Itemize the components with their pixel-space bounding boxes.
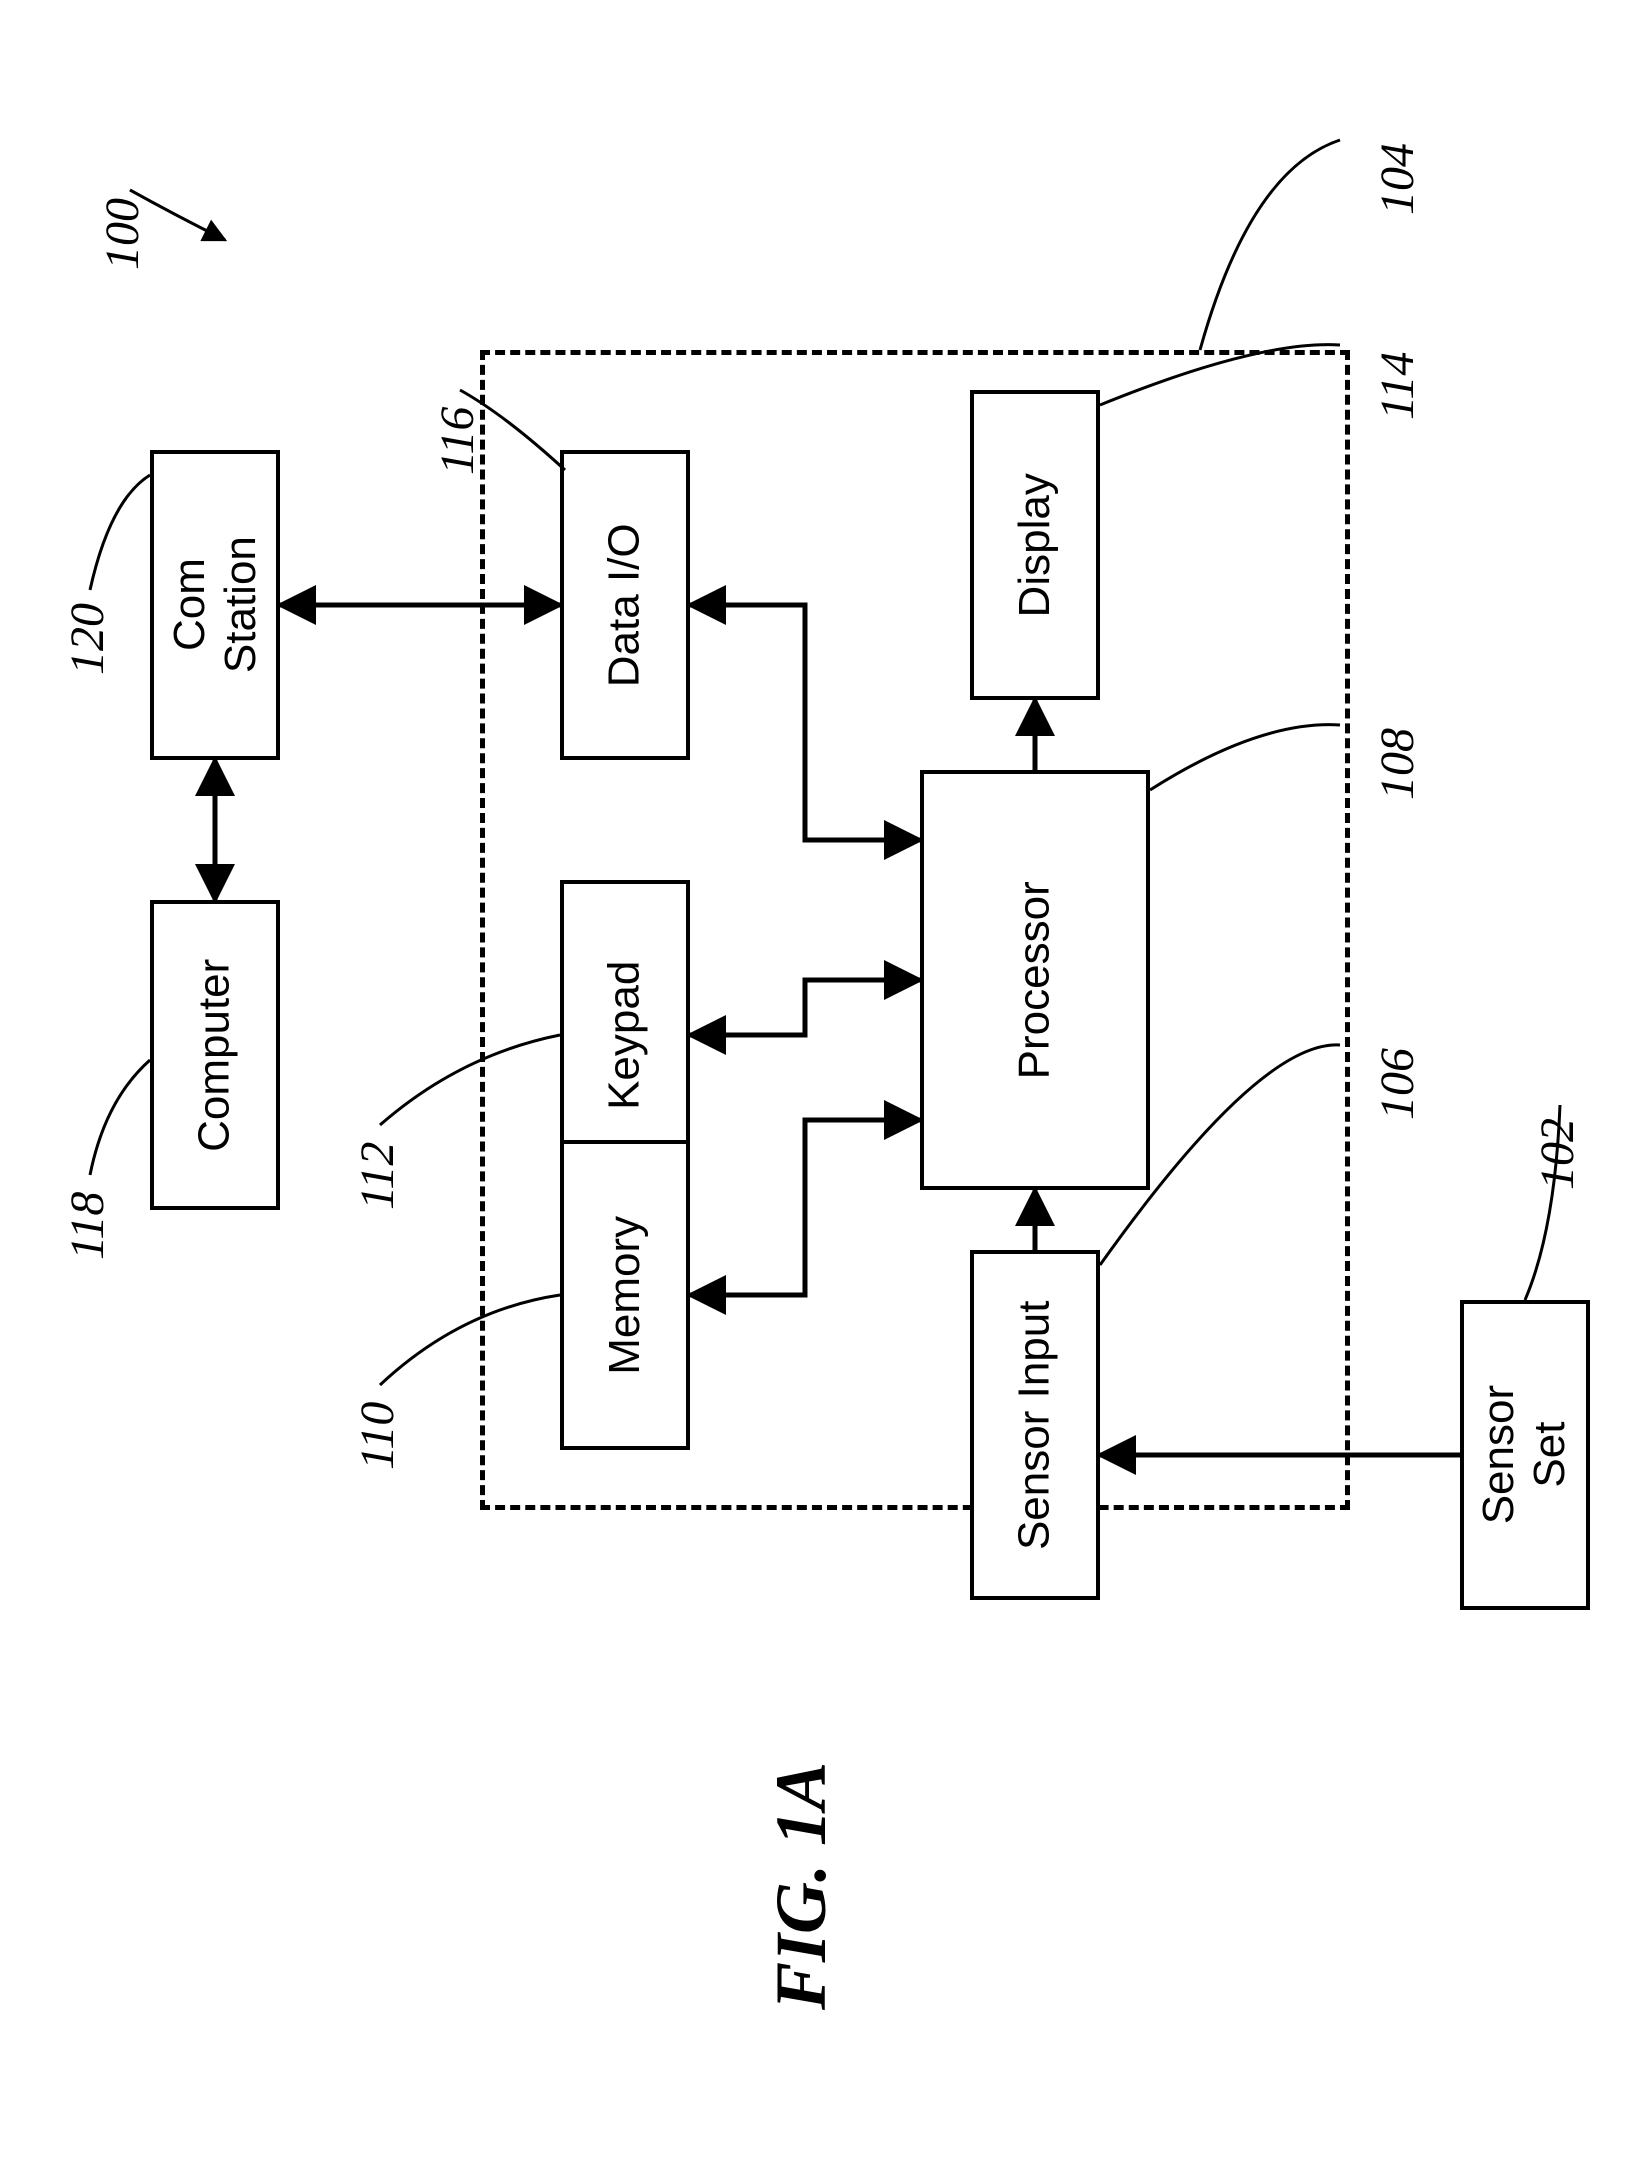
processor-label: Processor	[1010, 881, 1061, 1079]
data-io-box: Data I/O	[560, 450, 690, 760]
ref-118: 118	[60, 1192, 115, 1260]
keypad-label: Keypad	[600, 960, 651, 1109]
ref-120: 120	[60, 603, 115, 675]
sensor-input-box: Sensor Input	[970, 1250, 1100, 1600]
com-station-box: Com Station	[150, 450, 280, 760]
ref-108: 108	[1370, 728, 1425, 800]
ref-114: 114	[1370, 352, 1425, 420]
ref-112: 112	[350, 1142, 405, 1210]
data-io-label: Data I/O	[600, 523, 651, 687]
ref-110: 110	[350, 1402, 405, 1470]
figure-label: FIG. 1A	[760, 1762, 843, 2010]
ref-104: 104	[1370, 143, 1425, 215]
display-label: Display	[1010, 473, 1061, 617]
memory-label: Memory	[600, 1216, 651, 1375]
ref-100: 100	[95, 198, 150, 270]
computer-box: Computer	[150, 900, 280, 1210]
processor-box: Processor	[920, 770, 1150, 1190]
sensor-set-label: Sensor Set	[1474, 1385, 1575, 1524]
diagram-canvas: Com Station Computer Data I/O Keypad Mem…	[0, 0, 1649, 2161]
ref-106: 106	[1370, 1048, 1425, 1120]
display-box: Display	[970, 390, 1100, 700]
sensor-input-label: Sensor Input	[1010, 1300, 1061, 1550]
memory-box: Memory	[560, 1140, 690, 1450]
ref-116: 116	[430, 407, 485, 475]
computer-label: Computer	[190, 958, 241, 1151]
com-station-label: Com Station	[164, 537, 265, 674]
sensor-set-box: Sensor Set	[1460, 1300, 1590, 1610]
ref-102: 102	[1530, 1118, 1585, 1190]
